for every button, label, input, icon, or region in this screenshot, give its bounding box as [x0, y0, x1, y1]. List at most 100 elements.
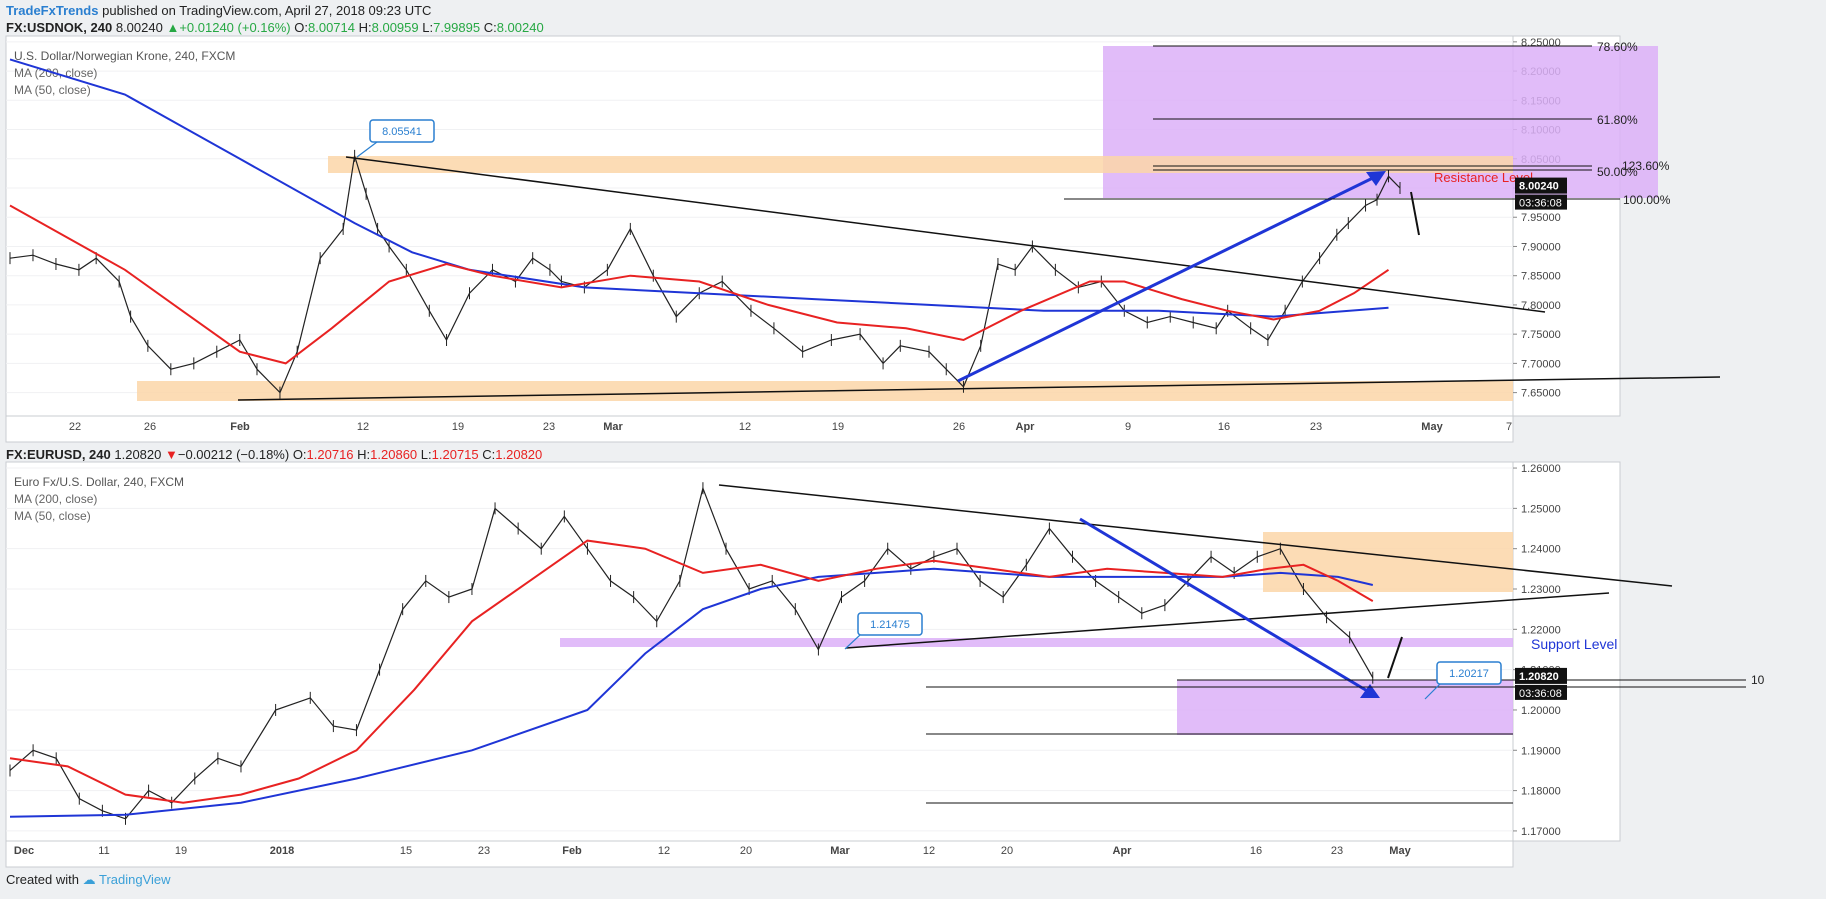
eurusd-y-tick-label: 1.26000: [1521, 463, 1561, 475]
eurusd-lower-trendline: [845, 592, 1610, 649]
eurusd-y-tick-label: 1.23000: [1521, 584, 1561, 596]
eurusd-symbol: FX:EURUSD, 240: [6, 447, 111, 462]
eurusd-x-tick-label: 23: [1331, 845, 1343, 857]
created-with-label: Created with: [6, 872, 79, 887]
eurusd-x-tick-label: 11: [98, 845, 109, 857]
eurusd-indicator-label: MA (50, close): [14, 509, 91, 523]
eurusd-x-tick-label: Dec: [14, 845, 34, 857]
usdnok-x-tick-label: 9: [1125, 421, 1131, 433]
usdnok-x-tick-label: 23: [543, 421, 555, 433]
eurusd-open-label: O:: [292, 447, 307, 462]
usdnok-x-tick-label: 26: [953, 421, 965, 433]
usdnok-resistance-label: Resistance Level: [1434, 170, 1533, 185]
usdnok-close-label: C:: [483, 20, 497, 35]
publish-line: TradeFxTrends published on TradingView.c…: [6, 3, 431, 18]
eurusd-resistance-zone: [1263, 532, 1513, 592]
usdnok-change: +0.01240 (+0.16%): [179, 20, 291, 35]
usdnok-indicator-label: MA (50, close): [14, 83, 91, 97]
eurusd-indicator-label: MA (200, close): [14, 492, 97, 506]
eurusd-open: 1.20716: [306, 447, 354, 462]
eurusd-y-tick-label: 1.20000: [1521, 705, 1561, 717]
eurusd-series-ma50: [9, 539, 1374, 804]
usdnok-high: 8.00959: [371, 20, 419, 35]
eurusd-x-tick-label: 20: [1001, 845, 1013, 857]
eurusd-low-callout-pointer: [844, 634, 861, 650]
eurusd-down-arrow-icon: ▼: [165, 447, 178, 462]
eurusd-target-callout-pointer: [1424, 683, 1441, 700]
usdnok-fib-50-label: 50.00%: [1597, 165, 1638, 179]
usdnok-panel: 8.250008.200008.150008.100008.050008.000…: [5, 35, 1721, 443]
usdnok-chart-title: U.S. Dollar/Norwegian Krone, 240, FXCM: [14, 49, 235, 63]
eurusd-target-zone: [1177, 680, 1513, 735]
usdnok-low-label: L:: [422, 20, 434, 35]
eurusd-support-zone: [560, 638, 1513, 647]
eurusd-low-callout-label: 1.21475: [870, 619, 910, 631]
usdnok-x-tick-label: May: [1421, 421, 1443, 433]
usdnok-up-arrow: [957, 171, 1384, 383]
tradingview-link[interactable]: TradingView: [99, 872, 171, 887]
eurusd-y-tick-label: 1.24000: [1521, 544, 1561, 556]
eurusd-low-label: L:: [420, 447, 432, 462]
eurusd-x-tick-label: Feb: [562, 845, 582, 857]
eurusd-x-tick-label: 2018: [270, 845, 294, 857]
eurusd-price-axis: [1512, 461, 1621, 842]
footer: Created with ☁ TradingView: [6, 872, 171, 888]
eurusd-panel: 1.260001.250001.240001.230001.220001.210…: [5, 461, 1765, 868]
usdnok-x-tick-label: 23: [1310, 421, 1322, 433]
usdnok-price: 8.00240: [115, 20, 163, 35]
eurusd-x-tick-label: 23: [478, 845, 490, 857]
usdnok-y-tick-label: 7.70000: [1521, 358, 1561, 370]
eurusd-fib-partial-label: 10: [1751, 673, 1765, 687]
usdnok-x-tick-label: 16: [1218, 421, 1230, 433]
eurusd-plot-area: [5, 461, 1514, 842]
usdnok-series-ma50: [9, 204, 1390, 365]
eurusd-close: 1.20820: [495, 447, 543, 462]
usdnok-time-axis: [5, 415, 1514, 443]
usdnok-up-arrow-icon: ▲: [166, 20, 180, 35]
eurusd-countdown-label: 03:36:08: [1519, 688, 1562, 700]
eurusd-target-callout-box: [1436, 661, 1502, 685]
usdnok-open-label: O:: [294, 20, 308, 35]
author-link[interactable]: TradeFxTrends: [6, 3, 99, 18]
eurusd-last-price-label: 1.20820: [1519, 671, 1559, 683]
eurusd-x-tick-label: Mar: [830, 845, 850, 857]
usdnok-fib-61-label: 61.80%: [1597, 113, 1638, 127]
usdnok-low: 7.99895: [433, 20, 481, 35]
usdnok-fib-123-label: 123.60%: [1622, 159, 1670, 173]
usdnok-x-tick-label: Mar: [603, 421, 623, 433]
eurusd-high-label: H:: [357, 447, 371, 462]
eurusd-time-axis: [5, 840, 1514, 868]
usdnok-x-tick-label: 19: [452, 421, 464, 433]
eurusd-down-arrow: [1079, 517, 1375, 697]
eurusd-projection-line: [1387, 636, 1403, 679]
usdnok-last-price-label: 8.00240: [1519, 181, 1559, 193]
eurusd-y-tick-label: 1.18000: [1521, 786, 1561, 798]
eurusd-price: 1.20820: [114, 447, 162, 462]
eurusd-y-tick-label: 1.25000: [1521, 503, 1561, 515]
usdnok-y-tick-label: 7.75000: [1521, 329, 1561, 341]
eurusd-x-tick-label: 12: [923, 845, 935, 857]
usdnok-y-tick-label: 7.90000: [1521, 241, 1561, 253]
eurusd-quote-line: FX:EURUSD, 240 1.20820 ▼−0.00212 (−0.18%…: [6, 447, 542, 462]
eurusd-y-tick-label: 1.22000: [1521, 624, 1561, 636]
eurusd-down-arrow-head: [1360, 684, 1380, 698]
eurusd-x-tick-label: 12: [658, 845, 670, 857]
usdnok-countdown-badge: [1515, 194, 1567, 210]
usdnok-x-tick-label: 22: [69, 421, 81, 433]
eurusd-x-tick-label: May: [1389, 845, 1411, 857]
usdnok-peak-callout-pointer: [356, 141, 378, 158]
usdnok-x-tick-label: Feb: [230, 421, 250, 433]
usdnok-high-label: H:: [358, 20, 372, 35]
eurusd-low: 1.20715: [431, 447, 479, 462]
eurusd-high: 1.20860: [370, 447, 418, 462]
eurusd-close-label: C:: [482, 447, 496, 462]
eurusd-x-tick-label: 15: [400, 845, 412, 857]
eurusd-x-tick-label: 20: [740, 845, 752, 857]
eurusd-countdown-badge: [1515, 684, 1567, 700]
usdnok-x-tick-label: Apr: [1016, 421, 1036, 433]
eurusd-upper-trendline: [718, 484, 1673, 587]
eurusd-chart-title: Euro Fx/U.S. Dollar, 240, FXCM: [14, 475, 184, 489]
usdnok-series-ma200: [9, 58, 1389, 318]
usdnok-peak-callout-label: 8.05541: [382, 126, 422, 138]
